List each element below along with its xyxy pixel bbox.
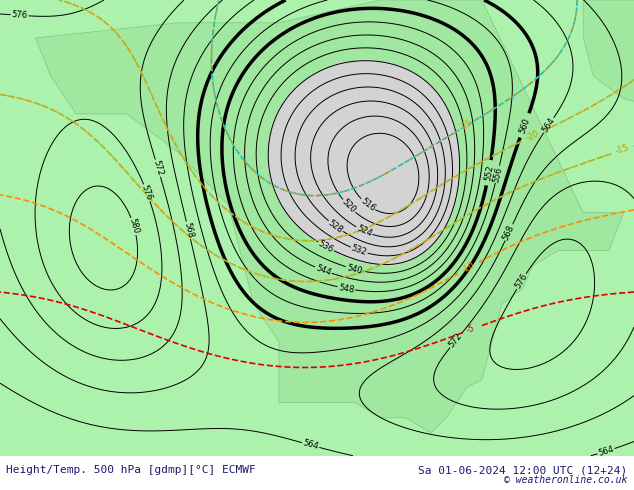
Text: 552: 552 [483, 164, 495, 181]
Text: 544: 544 [314, 263, 332, 277]
Text: -25: -25 [458, 118, 475, 133]
Text: 556: 556 [491, 166, 503, 183]
Text: -10: -10 [460, 261, 477, 275]
Text: 576: 576 [140, 184, 154, 202]
Text: 576: 576 [514, 272, 529, 291]
Text: 568: 568 [182, 221, 195, 239]
Text: 540: 540 [346, 263, 363, 275]
Text: Sa 01-06-2024 12:00 UTC (12+24): Sa 01-06-2024 12:00 UTC (12+24) [418, 466, 628, 475]
Text: 548: 548 [338, 283, 355, 294]
Text: 572: 572 [447, 332, 464, 349]
Polygon shape [36, 0, 624, 433]
Text: 532: 532 [350, 244, 368, 257]
Text: 564: 564 [302, 439, 320, 451]
Text: 524: 524 [355, 223, 373, 239]
Text: 560: 560 [517, 117, 531, 134]
Text: 528: 528 [327, 218, 345, 235]
Text: -20: -20 [524, 129, 540, 143]
Text: -5: -5 [465, 324, 477, 335]
Polygon shape [583, 0, 634, 114]
Text: -20: -20 [524, 129, 540, 143]
Text: -15: -15 [614, 144, 630, 156]
Text: 580: 580 [127, 218, 140, 235]
Text: Height/Temp. 500 hPa [gdmp][°C] ECMWF: Height/Temp. 500 hPa [gdmp][°C] ECMWF [6, 466, 256, 475]
Text: 572: 572 [152, 159, 164, 177]
Text: 536: 536 [317, 239, 335, 254]
Text: © weatheronline.co.uk: © weatheronline.co.uk [504, 475, 628, 485]
Text: 568: 568 [501, 223, 517, 242]
Text: 564: 564 [597, 444, 615, 458]
Text: 576: 576 [11, 10, 28, 20]
Text: 520: 520 [340, 197, 358, 215]
Text: 564: 564 [541, 116, 557, 134]
Text: 516: 516 [359, 196, 377, 213]
Text: -15: -15 [614, 144, 630, 156]
